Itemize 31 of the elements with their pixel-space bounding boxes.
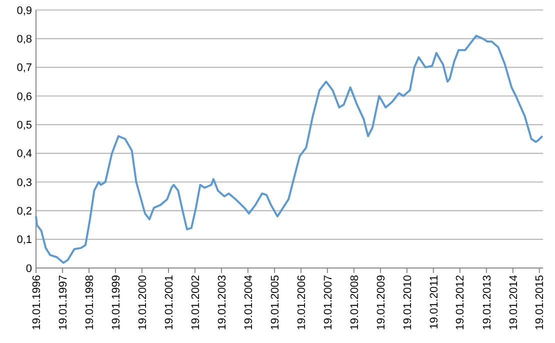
x-tick-label: 19.01.2007 (322, 275, 334, 330)
y-tick-label: 0,8 (16, 34, 32, 46)
x-tick-label: 19.01.2003 (216, 275, 228, 330)
y-tick-label: 0,3 (16, 176, 32, 189)
x-tick-label: 19.01.2001 (163, 275, 176, 330)
y-tick-label: 0,6 (16, 90, 32, 103)
y-tick-label: 0,7 (16, 62, 32, 74)
x-tick-label: 19.01.2005 (269, 275, 282, 330)
x-tick-label: 19.01.2002 (190, 275, 202, 330)
x-tick-label: 19.01.2013 (481, 275, 494, 330)
line-series (35, 34, 544, 264)
y-tick-label: 0,5 (16, 120, 32, 132)
x-tick-label: 19.01.1998 (84, 275, 96, 330)
x-tick-label: 19.01.2004 (242, 275, 255, 330)
y-tick-label: 0,1 (16, 234, 32, 246)
x-tick-label: 19.01.1996 (30, 275, 43, 330)
x-tick-label: 19.01.2014 (508, 275, 520, 330)
x-tick-label: 19.01.1997 (57, 275, 70, 330)
x-tick-label: 19.01.2012 (454, 275, 467, 330)
x-tick-label: 19.01.2015 (534, 275, 546, 330)
x-tick-label: 19.01.2011 (428, 275, 440, 330)
x-tick-label: 19.01.2006 (296, 275, 308, 330)
y-tick-label: 0,4 (16, 148, 32, 160)
x-tick-label: 19.01.2010 (402, 275, 414, 330)
y-tick-label: 0 (26, 262, 32, 275)
x-tick-label: 19.01.2008 (348, 275, 361, 330)
x-tick-label: 19.01.2000 (136, 275, 149, 330)
y-tick-label: 0,9 (16, 4, 32, 17)
y-tick-label: 0,2 (16, 206, 32, 218)
x-tick-label: 19.01.1999 (110, 275, 122, 330)
x-tick-label: 19.01.2009 (375, 275, 388, 330)
